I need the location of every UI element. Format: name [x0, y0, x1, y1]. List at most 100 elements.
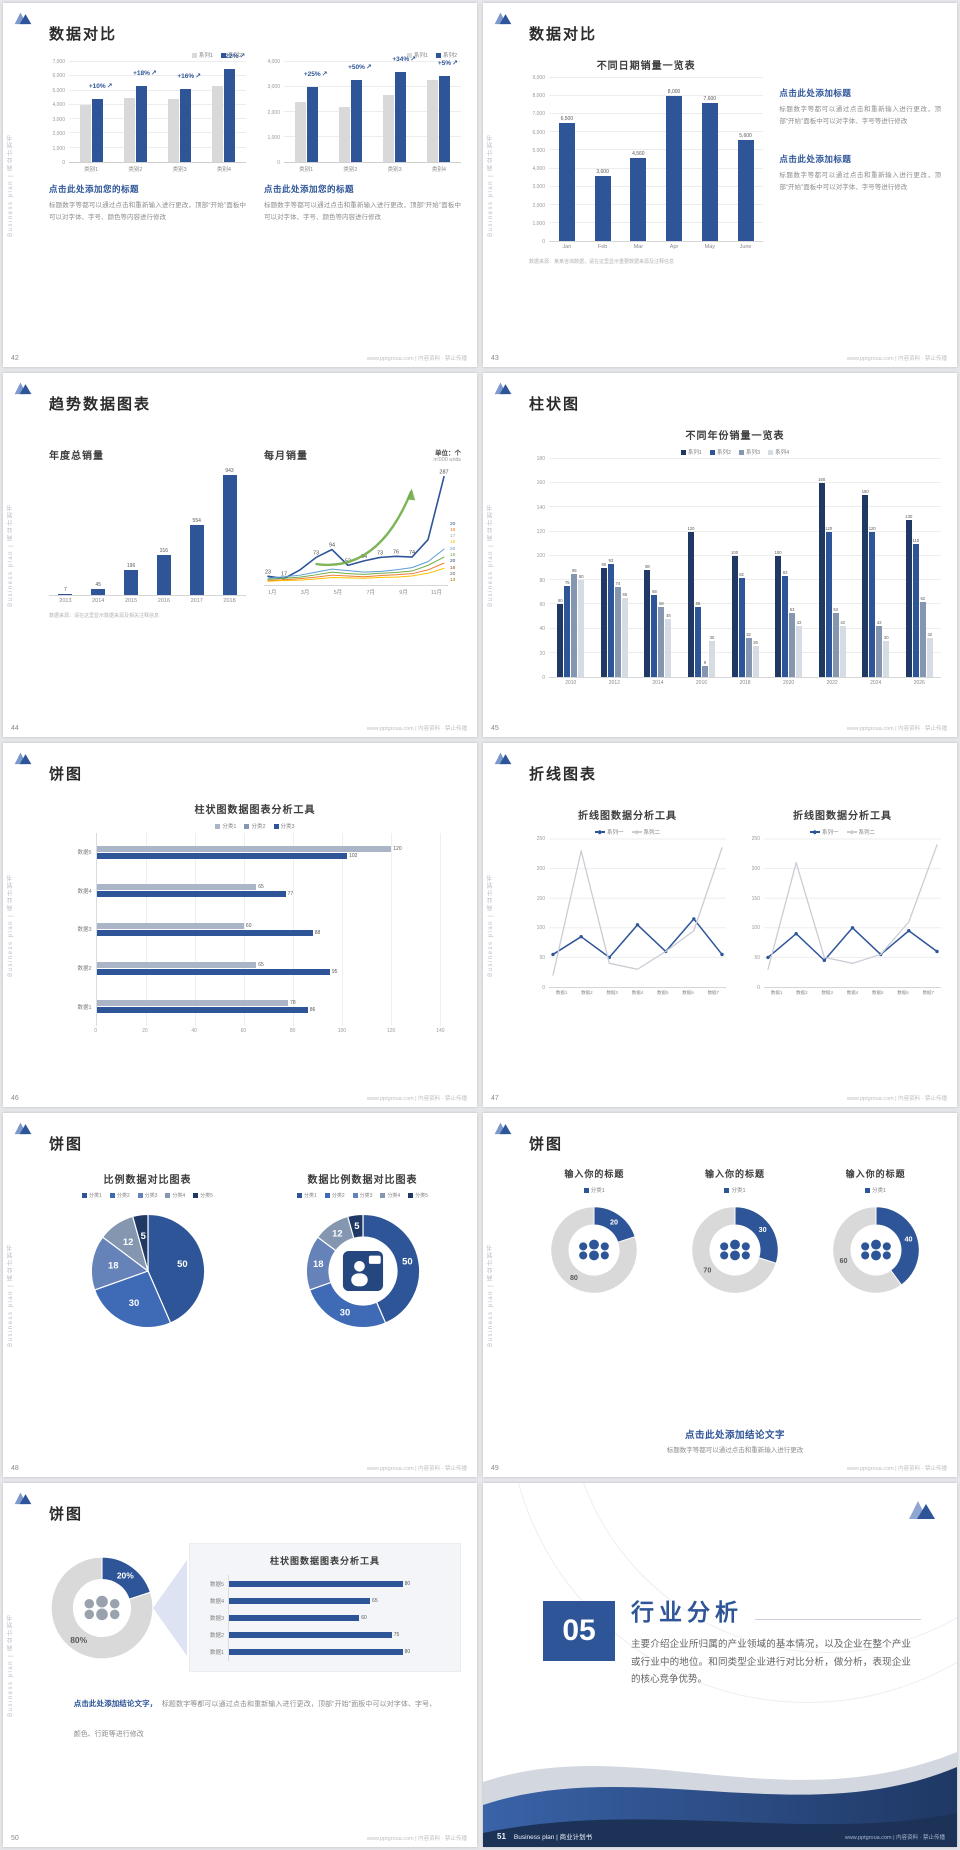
slide-51-thumbnail[interactable]: 05 行业分析 主要介绍企业所归属的产业领域的基本情况，以及企业在整个产业或行业…: [483, 1483, 957, 1847]
slide-44-thumbnail[interactable]: Business plan | 商业计划书 趋势数据图表 年度总销量 7 45 19…: [3, 373, 477, 737]
hbar-line: 65: [229, 1597, 446, 1604]
person-icon: [601, 1242, 610, 1251]
brand-label: Business plan | 商业计划书: [513, 1834, 593, 1841]
logo-icon: [494, 382, 512, 395]
bar: 130: [905, 514, 912, 677]
legend-swatch: [435, 52, 441, 58]
donut-chart-block: 输入你的标题 分类1 30 70: [670, 1167, 801, 1403]
person-icon: [601, 1251, 610, 1260]
bar-group: 7,600: [692, 78, 728, 241]
x-tick-label: 2012: [608, 680, 620, 686]
hbar-field: 120 102 65 77 60 88 65 95 78 86: [95, 833, 442, 1026]
trend-arrow-icon: ↗: [321, 71, 328, 78]
person-icon: [84, 1598, 95, 1609]
legend-item: 系列一: [809, 828, 839, 836]
category-label: 数据5: [209, 1581, 224, 1588]
slide-46-thumbnail[interactable]: Business plan | 商业计划书 饼图 柱状图数据图表分析工具 分类1…: [3, 743, 477, 1107]
y-tick-label: 20: [539, 650, 545, 657]
x-tick-label: 数据2: [796, 990, 808, 995]
line-series: [767, 927, 938, 962]
y-axis: 0 50 100 150 200 250: [744, 836, 764, 991]
slide-48-thumbnail[interactable]: Business plan | 商业计划书 饼图 比例数据对比图表 分类1 分类2…: [3, 1113, 477, 1477]
slide-50-thumbnail[interactable]: Business plan | 商业计划书 饼图 20% 80% 柱状图数据图表分…: [3, 1483, 477, 1847]
bar-value-label: 7,600: [703, 96, 717, 103]
x-tick-label: Jan: [562, 244, 572, 250]
bar-group: 316: [147, 468, 180, 595]
x-tick-label: 类别1: [84, 167, 99, 173]
slide-42-thumbnail[interactable]: Business plan | 商业计划书 数据对比 系列1 系列2 0 1,000 2…: [3, 3, 477, 367]
grouped-bar-chart: 系列1 系列2 0 1,000 2,000 3,000 4,000 +25% ↗ +50% ↗ +34…: [264, 51, 461, 173]
x-tick-label: 9月: [399, 590, 408, 596]
y-tick-label: 5,000: [532, 147, 545, 154]
bar-value-label: 42: [840, 620, 845, 626]
y-tick-label: 40: [539, 626, 545, 633]
line-series: [267, 475, 445, 580]
slide-45-thumbnail[interactable]: Business plan | 商业计划书 柱状图 不同年份销量一览表 系列1 系…: [483, 373, 957, 737]
slide-body: 系列1 系列2 0 1,000 2,000 3,000 4,000 5,000 6,000 7,0…: [49, 51, 461, 347]
legend-swatch: [846, 831, 857, 833]
bar-value-label: 77: [287, 891, 294, 898]
point-label: 76: [393, 549, 399, 555]
line-series: [267, 562, 445, 581]
x-tick-label: 2024: [870, 680, 882, 686]
legend-label: 系列二: [858, 830, 876, 836]
bar: 42: [796, 620, 803, 677]
hbar-group: 60: [229, 1614, 446, 1621]
slide-title: 饼图: [49, 1136, 84, 1153]
x-tick-label: 2016: [157, 598, 171, 604]
slide-47-thumbnail[interactable]: Business plan | 商业计划书 折线图表 折线图数据分析工具 系列一…: [483, 743, 957, 1107]
data-point: [635, 923, 640, 927]
y-tick-label: 7,000: [532, 111, 545, 118]
legend-item: 分类1: [297, 1192, 317, 1199]
x-tick-label: 数据3: [606, 990, 618, 995]
legend-item: 系列1: [191, 51, 213, 59]
funnel-shape: [153, 1559, 187, 1656]
x-tick-label: 数据5: [872, 990, 884, 995]
legend-item: 系列二: [631, 828, 660, 836]
bar-value-label: 42: [876, 620, 882, 626]
x-tick-label: May: [704, 244, 715, 250]
bar: 316: [156, 548, 171, 595]
grid-line: [549, 651, 941, 653]
growth-value: +10%: [88, 83, 106, 91]
series-end-label: 18: [450, 553, 456, 559]
x-tick-label: [313, 588, 329, 596]
bar-group: 196: [115, 468, 148, 595]
chart-title: 输入你的标题: [845, 1169, 906, 1179]
bar-value-label: 32: [927, 632, 933, 638]
series-end-label: 20: [450, 571, 456, 577]
page-number: 47: [491, 1095, 499, 1102]
bar-value-label: 75: [393, 1632, 400, 1639]
donut-box: 20% 80%: [49, 1555, 155, 1661]
chart-title: 数据比例数据对比图表: [307, 1175, 418, 1186]
pie-svg: 50 30 18 12 5: [90, 1213, 205, 1329]
bar-group: +34% ↗: [373, 56, 417, 162]
section-content: 05 行业分析 主要介绍企业所归属的产业领域的基本情况，以及企业在整个产业或行业…: [543, 1601, 921, 1689]
bar-value-label: 88: [314, 929, 321, 936]
hbar-group: 75: [229, 1632, 446, 1639]
line-chart-svg: [549, 838, 726, 976]
pie-svg: 50 30 18 12 5: [305, 1213, 420, 1329]
growth-value: +50%: [348, 63, 365, 71]
legend-label: 系列1: [687, 450, 702, 456]
chart-legend: 分类1: [865, 1186, 886, 1194]
bar-value-label: 150: [861, 489, 869, 495]
bar: [123, 97, 135, 162]
slide-49-thumbnail[interactable]: Business plan | 商业计划书 饼图 输入你的标题 分类1 20 80 …: [483, 1113, 957, 1477]
line-plot: 23 17 73 94 52 64 73 76 74 287 20 18 17 15 20 18 20 16 20 1…: [264, 468, 461, 586]
pie-slice: [691, 1206, 777, 1294]
chart-title: 年度总销量: [49, 451, 104, 462]
donut-box: 50 30 18 12 5: [304, 1212, 422, 1330]
bar-value-label: 95: [331, 968, 338, 975]
hbar-line: 80: [229, 1649, 446, 1656]
bar-value-label: 88: [645, 564, 650, 570]
slide-43-thumbnail[interactable]: Business plan | 商业计划书 数据对比 不同日期销量一览表 0 1,…: [483, 3, 957, 367]
data-point: [822, 958, 827, 963]
legend-item: 分类5: [408, 1192, 428, 1199]
bar-value-label: 65: [372, 1597, 378, 1604]
person-icon: [730, 1239, 740, 1250]
plot-area: [764, 838, 941, 988]
bar-value-label: 78: [290, 1000, 296, 1007]
legend-swatch: [165, 1193, 171, 1198]
